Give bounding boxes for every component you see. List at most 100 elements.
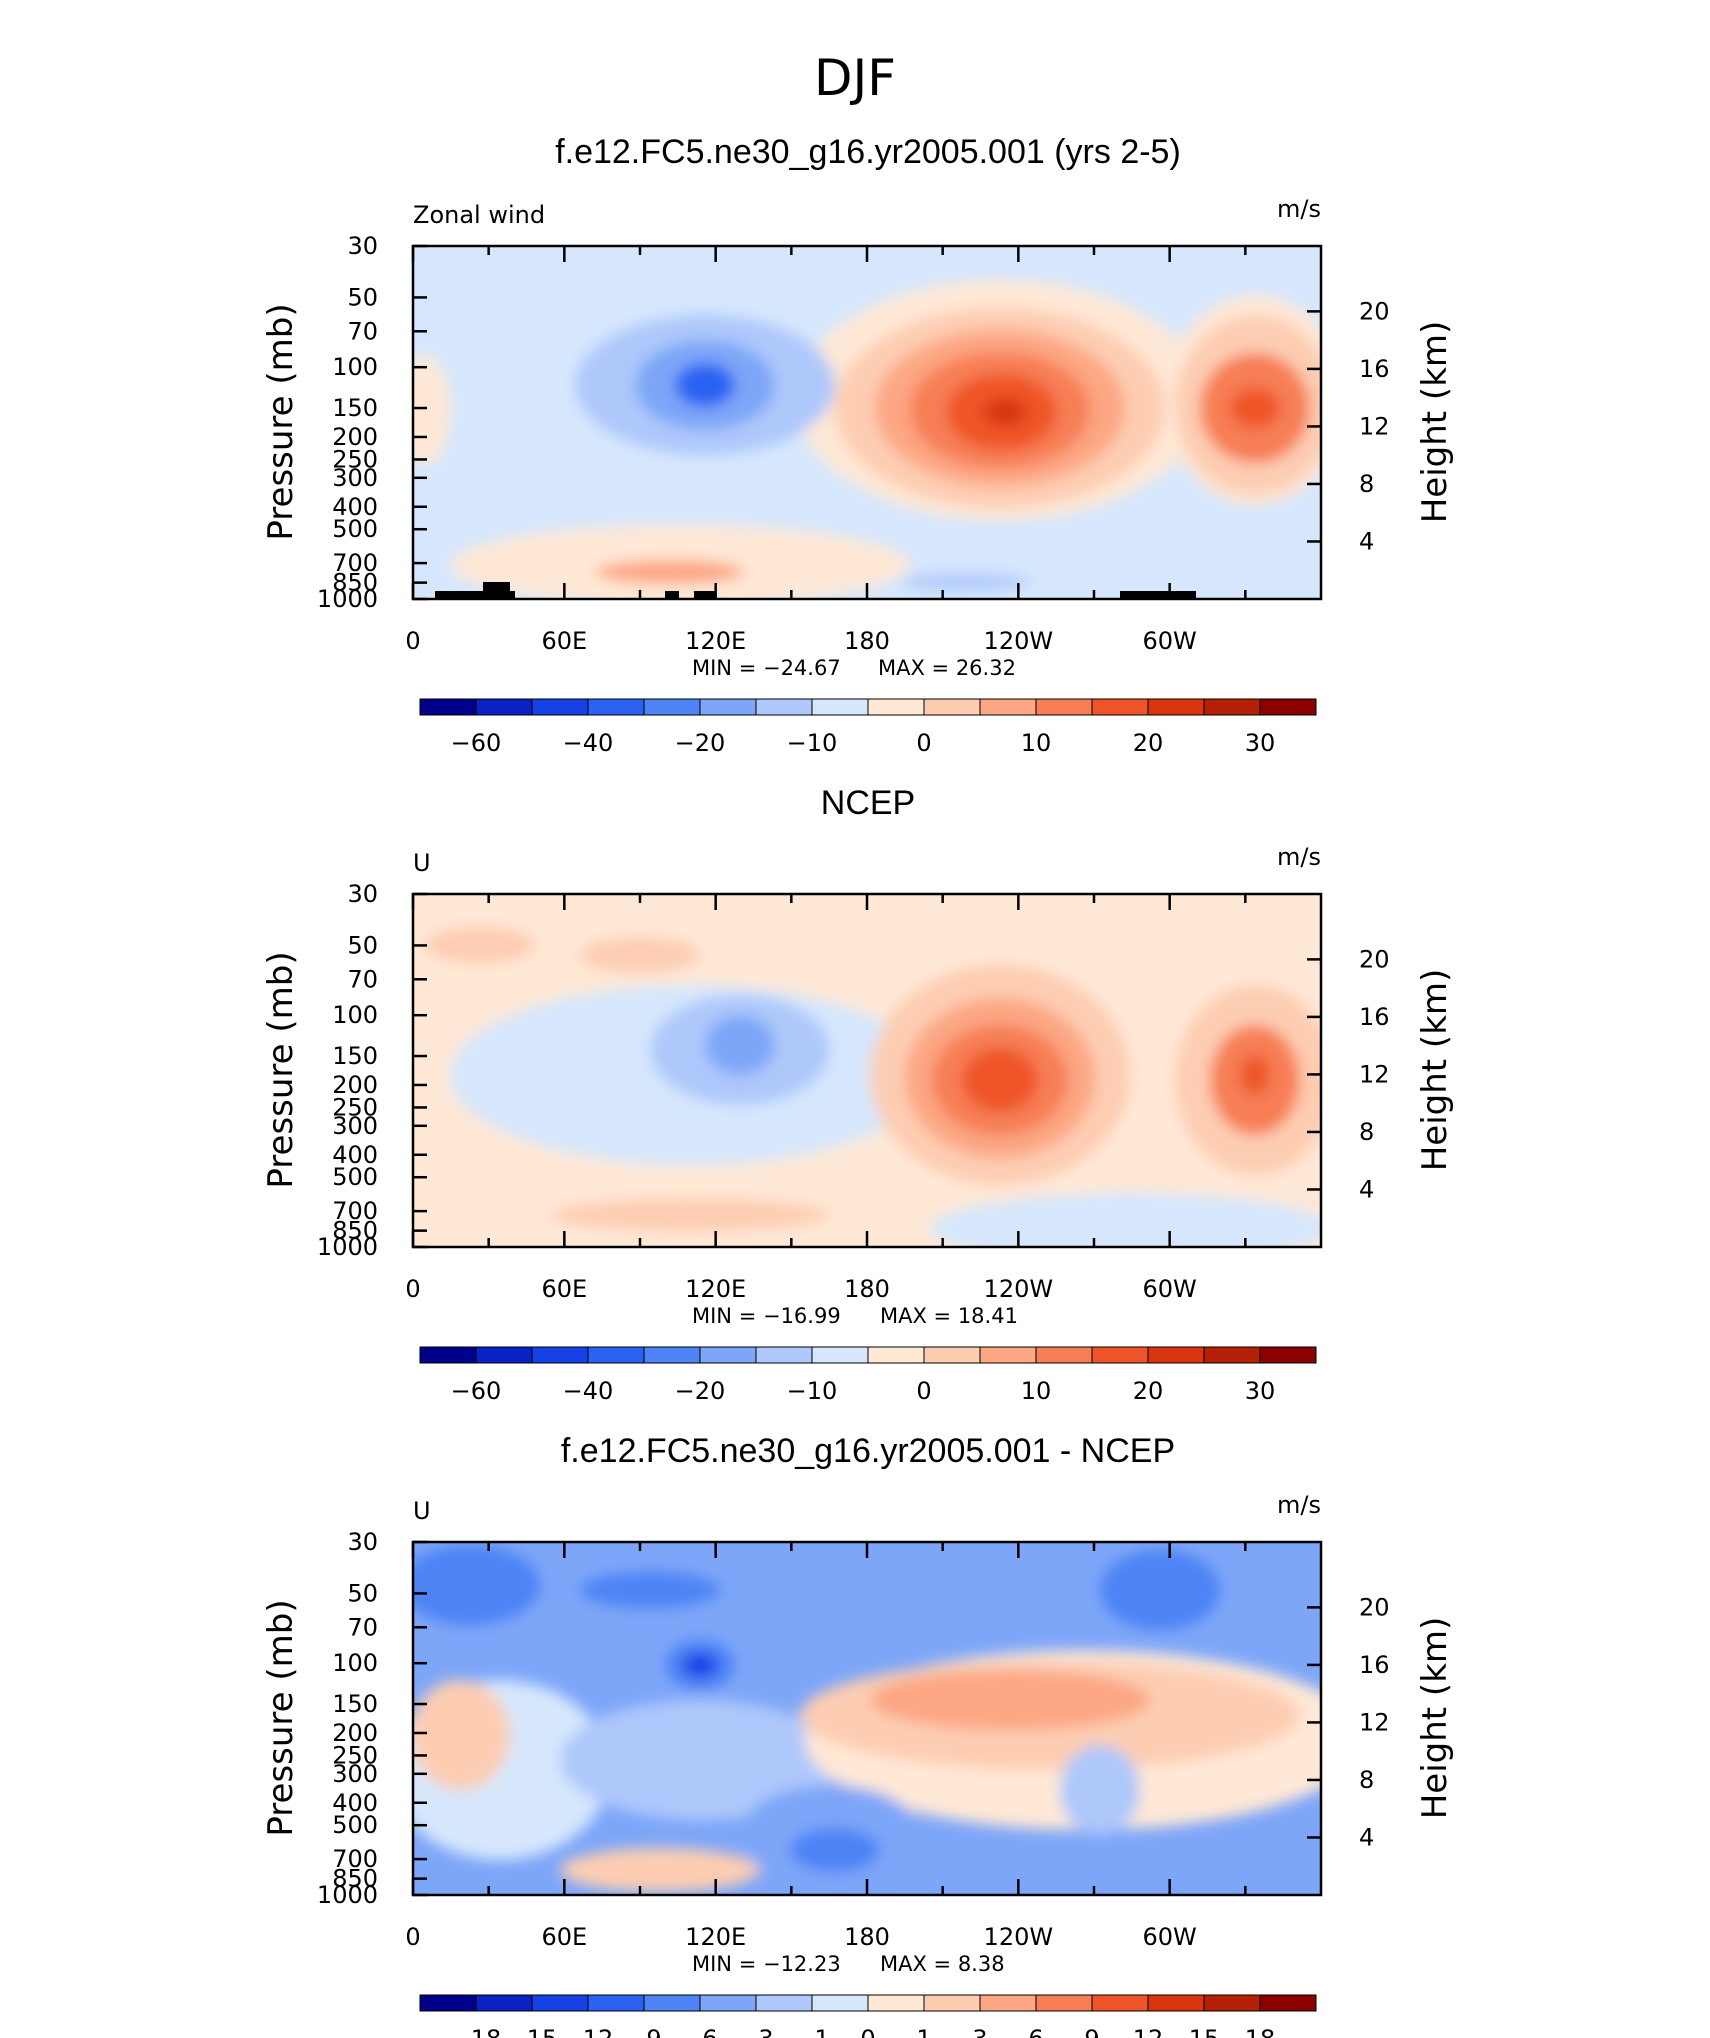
colorbar-label: −20 [675, 729, 726, 757]
ylabel-height: Height (km) [1415, 969, 1455, 1172]
pressure-tick-label: 50 [347, 931, 378, 959]
colorbar-swatch [1203, 698, 1261, 716]
colorbar-swatch [643, 698, 701, 716]
panel-left-label: U [413, 1497, 431, 1525]
height-tick-label: 12 [1359, 1708, 1390, 1736]
pressure-tick-label: 500 [332, 1163, 378, 1191]
height-tick-label: 16 [1359, 355, 1390, 383]
band-negative-upper-c [1100, 1550, 1220, 1630]
colorbar: −18 −15 −12 −9 −6 −3 −1 0 1 3 6 9 12 15 18 [419, 1994, 1317, 2038]
colorbar-swatch [755, 1346, 813, 1364]
x-tick-label: 0 [405, 1275, 420, 1303]
pressure-tick-label: 300 [332, 464, 378, 492]
pressure-tick-label: 850 [332, 1217, 378, 1245]
colorbar-swatch [811, 698, 869, 716]
colorbar-label: 9 [1084, 2025, 1099, 2038]
pressure-tick-label: 500 [332, 515, 378, 543]
colorbar-swatch [867, 1346, 925, 1364]
height-tick-label: 4 [1359, 527, 1374, 555]
colorbar-swatch [923, 698, 981, 716]
pressure-tick-label: 250 [332, 1093, 378, 1121]
pressure-tick-label: 250 [332, 445, 378, 473]
colorbar-label: −3 [738, 2025, 773, 2038]
colorbar-swatch [419, 1346, 477, 1364]
height-tick-label: 20 [1359, 297, 1390, 325]
ylabel-height: Height (km) [1415, 321, 1455, 524]
colorbar-swatch [979, 1346, 1037, 1364]
colorbar-swatch [811, 1346, 869, 1364]
panel-left-label: Zonal wind [413, 201, 545, 229]
colorbar-label: −10 [787, 1377, 838, 1405]
colorbar-label: −15 [507, 2025, 558, 2038]
pressure-tick-label: 150 [332, 394, 378, 422]
colorbar-swatch [867, 1994, 925, 2012]
ylabel-pressure: Pressure (mb) [261, 1599, 301, 1836]
x-tick-label: 180 [844, 1923, 890, 1951]
pressure-tick-label: 300 [332, 1760, 378, 1788]
panel-title: NCEP [821, 784, 915, 822]
colorbar-swatch [587, 1994, 645, 2012]
x-tick-label: 120E [685, 1275, 746, 1303]
colorbar-swatch [1259, 1346, 1317, 1364]
colorbar: −60 −40 −20 −10 0 10 20 30 [419, 1346, 1317, 1405]
band-negative-low [930, 1193, 1321, 1247]
band-positive-core [870, 1670, 1150, 1730]
x-tick-label: 120W [984, 1275, 1054, 1303]
contour-field [413, 894, 1321, 1247]
colorbar-swatch [1203, 1346, 1261, 1364]
height-tick-label: 12 [1359, 1060, 1390, 1088]
colorbar-label: −40 [563, 729, 614, 757]
x-tick-label: 0 [405, 627, 420, 655]
colorbar-label: 6 [1028, 2025, 1043, 2038]
pressure-tick-label: 700 [332, 1197, 378, 1225]
height-tick-label: 20 [1359, 1593, 1390, 1621]
band-negative-low-core [790, 1828, 880, 1872]
colorbar-label: 20 [1133, 729, 1164, 757]
pressure-tick-label: 30 [347, 1528, 378, 1556]
pressure-tick-label: 1000 [317, 1233, 378, 1261]
colorbar-label: 15 [1189, 2025, 1220, 2038]
max-label: MAX = 26.32 [878, 656, 1016, 680]
panel-units: m/s [1277, 195, 1321, 223]
colorbar-label: 18 [1245, 2025, 1276, 2038]
colorbar-swatch [1147, 1994, 1205, 2012]
colorbar-swatch [475, 1346, 533, 1364]
pressure-tick-label: 1000 [317, 585, 378, 613]
colorbar-swatch [531, 698, 589, 716]
colorbar-swatch [531, 1346, 589, 1364]
ylabel-height: Height (km) [1415, 1617, 1455, 1820]
pressure-tick-label: 700 [332, 549, 378, 577]
band-positive-left [413, 355, 450, 465]
pressure-tick-label: 100 [332, 1001, 378, 1029]
min-label: MIN = −16.99 [692, 1304, 841, 1328]
pressure-tick-label: 500 [332, 1811, 378, 1839]
axis-labels: 0 60E 120E 180 120W 60W3050701001502002503004… [317, 880, 1390, 1303]
colorbar-swatch [1035, 1994, 1093, 2012]
colorbar-label: 0 [860, 2025, 875, 2038]
height-tick-label: 16 [1359, 1651, 1390, 1679]
colorbar-swatch [1035, 698, 1093, 716]
min-label: MIN = −24.67 [692, 656, 841, 680]
colorbar-swatch [755, 1994, 813, 2012]
band-jet-right-3 [1240, 1055, 1270, 1095]
colorbar-swatch [1091, 698, 1149, 716]
pressure-tick-label: 250 [332, 1741, 378, 1769]
colorbar-swatch [419, 698, 477, 716]
colorbar-label: 10 [1021, 1377, 1052, 1405]
colorbar-label: −10 [787, 729, 838, 757]
pressure-tick-label: 70 [347, 965, 378, 993]
band-negative-upper-a [413, 1545, 540, 1625]
pressure-tick-label: 200 [332, 423, 378, 451]
colorbar-label: −12 [563, 2025, 614, 2038]
pressure-tick-label: 400 [332, 1789, 378, 1817]
panel-ncep: NCEP U m/s 0 60E 120E 18 [261, 784, 1455, 1405]
colorbar-swatch [699, 698, 757, 716]
colorbar-label: 30 [1245, 729, 1276, 757]
height-tick-label: 20 [1359, 945, 1390, 973]
ylabel-pressure: Pressure (mb) [261, 303, 301, 540]
x-tick-label: 120W [984, 1923, 1054, 1951]
band-weak-mid [560, 1700, 840, 1820]
x-tick-label: 180 [844, 1275, 890, 1303]
figure-title: DJF [814, 49, 896, 107]
contour-field [413, 246, 1321, 599]
